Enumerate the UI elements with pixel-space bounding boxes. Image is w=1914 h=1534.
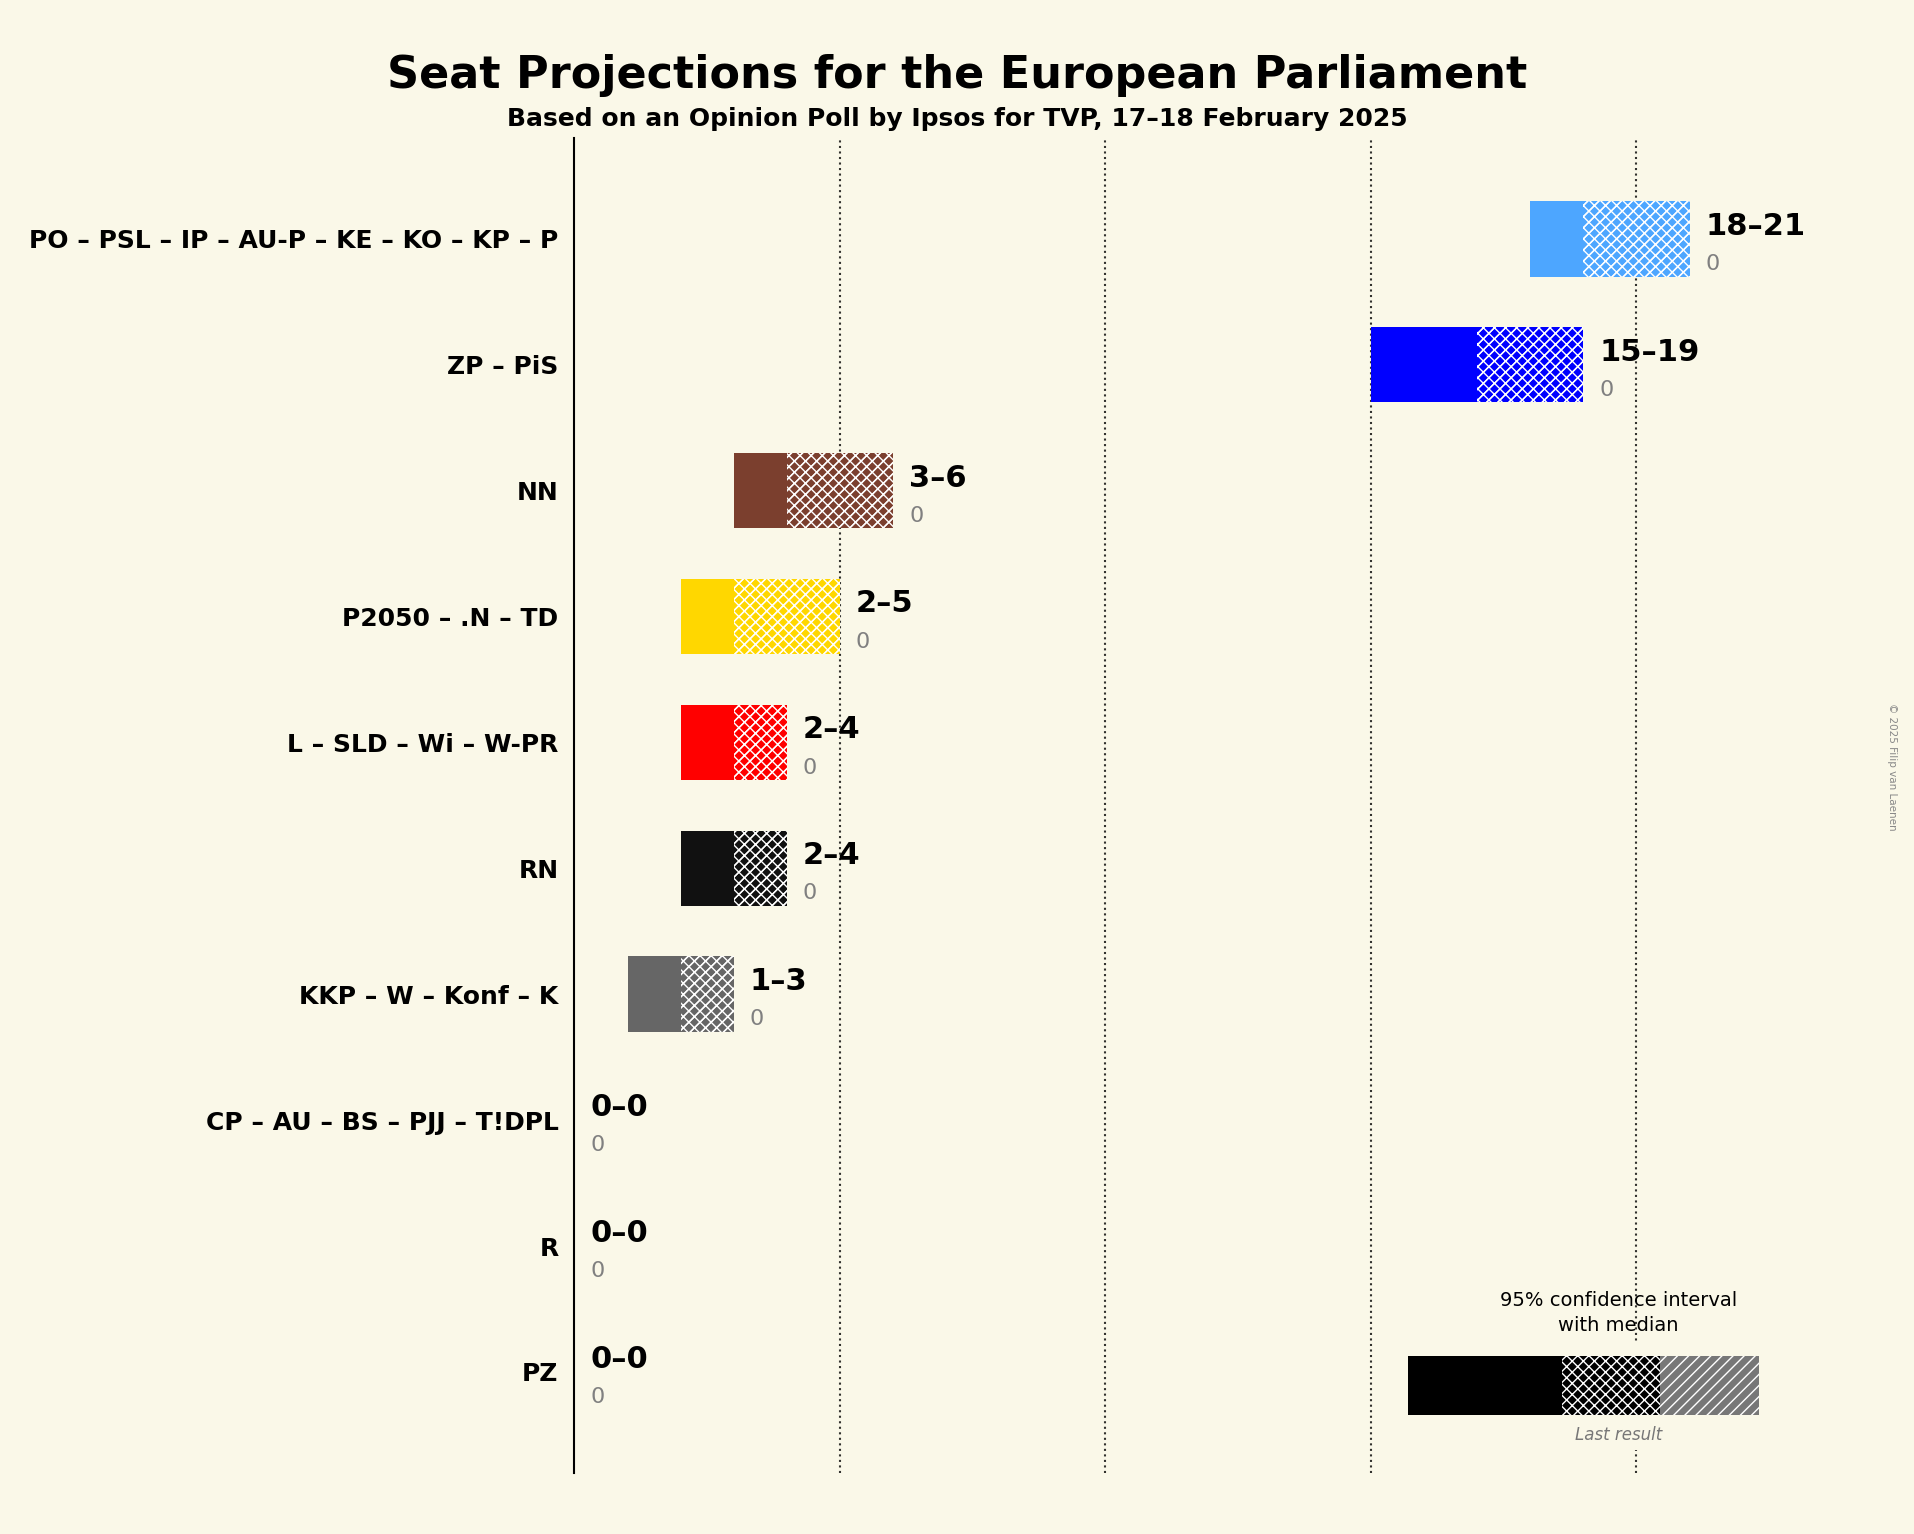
Text: 0–0: 0–0 — [590, 1094, 647, 1121]
Bar — [628, 956, 679, 1032]
Text: 18–21: 18–21 — [1705, 212, 1805, 241]
Bar — [733, 453, 787, 528]
Text: 0: 0 — [1598, 380, 1614, 400]
Bar — [1583, 201, 1688, 276]
Text: 0: 0 — [590, 1387, 605, 1407]
Text: © 2025 Filip van Laenen: © 2025 Filip van Laenen — [1885, 703, 1897, 831]
Text: 0: 0 — [909, 506, 923, 526]
Bar — [1370, 327, 1476, 402]
Text: 0: 0 — [802, 884, 817, 904]
Bar — [733, 830, 787, 907]
Bar — [1562, 1356, 1659, 1414]
Text: 0: 0 — [590, 1261, 605, 1281]
Text: Seat Projections for the European Parliament: Seat Projections for the European Parlia… — [387, 54, 1527, 97]
Text: Last result: Last result — [1573, 1427, 1661, 1445]
Bar — [787, 453, 892, 528]
Text: 0: 0 — [802, 758, 817, 778]
Text: 1–3: 1–3 — [750, 966, 808, 996]
Text: 3–6: 3–6 — [909, 463, 967, 492]
Text: 2–4: 2–4 — [802, 715, 859, 744]
Bar — [679, 956, 733, 1032]
Bar — [1476, 327, 1583, 402]
Text: Based on an Opinion Poll by Ipsos for TVP, 17–18 February 2025: Based on an Opinion Poll by Ipsos for TV… — [507, 107, 1407, 132]
Bar — [1529, 201, 1583, 276]
Bar — [679, 956, 733, 1032]
Bar — [733, 830, 787, 907]
Bar — [1476, 327, 1583, 402]
Text: 2–5: 2–5 — [856, 589, 913, 618]
Bar — [1659, 1356, 1757, 1414]
Bar — [733, 578, 840, 655]
Text: 15–19: 15–19 — [1598, 337, 1700, 367]
Text: 0–0: 0–0 — [590, 1220, 647, 1249]
Text: 0: 0 — [1705, 255, 1719, 275]
Bar — [733, 578, 840, 655]
Text: 0: 0 — [856, 632, 869, 652]
Bar — [733, 704, 787, 781]
Bar — [787, 453, 892, 528]
Text: 0–0: 0–0 — [590, 1345, 647, 1374]
Text: 0: 0 — [750, 1009, 764, 1029]
Text: 2–4: 2–4 — [802, 841, 859, 870]
Bar — [733, 704, 787, 781]
Text: 95% confidence interval
with median: 95% confidence interval with median — [1499, 1290, 1736, 1335]
Bar — [679, 830, 733, 907]
Bar — [679, 704, 733, 781]
Text: 0: 0 — [590, 1135, 605, 1155]
Bar — [679, 578, 733, 655]
Bar — [1407, 1356, 1562, 1414]
Bar — [1583, 201, 1688, 276]
